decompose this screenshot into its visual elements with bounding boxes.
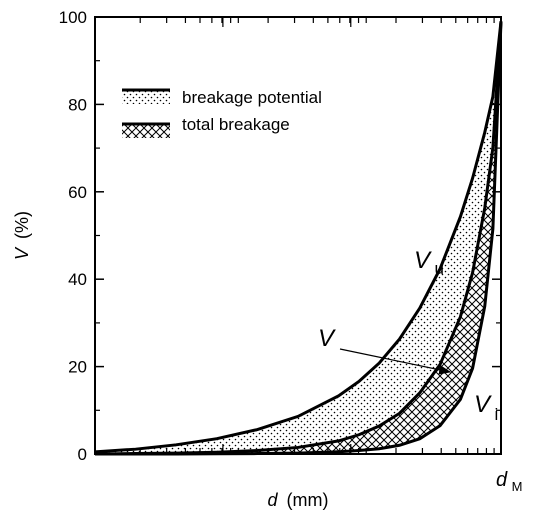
y-tick-label: 20 [68,358,87,377]
label-vi: V i [474,391,498,424]
y-ticks [95,16,501,455]
legend-swatch-total-breakage [122,124,170,138]
legend-label-breakage-potential: breakage potential [182,88,322,107]
x-tick-sub: M [512,479,523,494]
total-breakage-area [95,21,501,455]
y-tick-labels: 0 20 40 60 80 100 [59,8,87,464]
x-axis-var: d [267,490,278,510]
label-v: V [318,325,336,352]
x-tick-label-dm: d M [496,469,522,494]
y-axis-label: V (%) [12,211,32,260]
y-tick-label: 100 [59,8,87,27]
breakage-potential-area [95,21,501,455]
x-axis-unit: (mm) [287,490,329,510]
y-axis-unit: (%) [12,211,32,239]
legend-swatch-breakage-potential [122,90,170,104]
y-tick-label: 60 [68,183,87,202]
y-axis-var: V [12,246,32,260]
x-axis-label: d (mm) [267,490,328,510]
label-vu: V u [414,247,444,278]
legend-label-total-breakage: total breakage [182,115,290,134]
label-vu-sub: u [434,259,443,278]
y-tick-label: 40 [68,270,87,289]
label-v-var: V [318,325,336,352]
y-tick-label: 0 [78,445,87,464]
label-vi-sub: i [494,405,498,424]
y-tick-label: 80 [68,95,87,114]
label-vu-var: V [414,247,432,274]
label-v-arrow [339,348,452,375]
label-vi-var: V [474,391,492,418]
series-line-vu [94,21,503,454]
x-tick-var: d [496,469,508,491]
x-ticks [94,17,495,454]
legend: breakage potential total breakage [122,88,322,138]
